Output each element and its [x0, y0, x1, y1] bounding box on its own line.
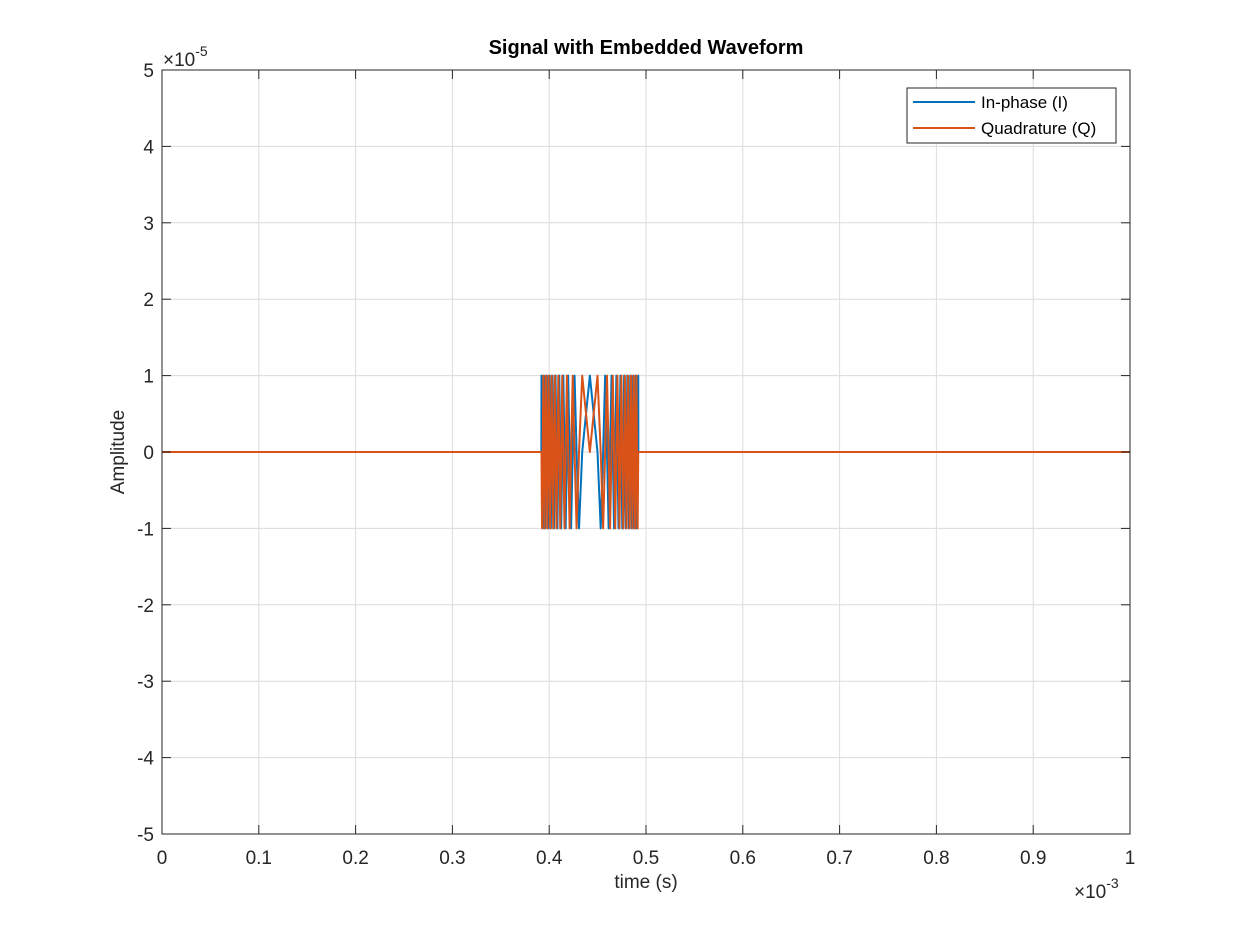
y-multiplier: ×10-5 [163, 43, 208, 71]
x-tick-label: 0.4 [536, 848, 563, 869]
y-tick-label: 0 [143, 443, 154, 464]
legend: In-phase (I) Quadrature (Q) [906, 87, 1117, 144]
legend-box [906, 87, 1117, 144]
y-axis-label: Amplitude [108, 410, 129, 495]
x-tick-label: 0 [157, 848, 168, 869]
x-tick-label: 0.7 [826, 848, 852, 869]
x-tick-label: 1 [1125, 848, 1136, 869]
y-tick-label: 1 [143, 367, 154, 388]
legend-label: Quadrature (Q) [981, 119, 1096, 138]
x-axis-label: time (s) [614, 872, 677, 893]
x-multiplier-base: ×10 [1074, 882, 1106, 903]
y-tick-label: -1 [137, 519, 154, 540]
y-multiplier-base: ×10 [163, 50, 195, 71]
ticks: 0 0.1 0.2 0.3 0.4 0.5 0.6 0.7 0.8 0.9 1 -5 -4 -3 -2 -1 0… [137, 61, 1135, 869]
series-line [162, 374, 1130, 530]
y-tick-label: 4 [143, 137, 154, 158]
x-tick-label: 0.1 [246, 848, 272, 869]
x-tick-label: 0.8 [923, 848, 949, 869]
x-tick-label: 0.5 [633, 848, 659, 869]
y-tick-label: 3 [143, 214, 154, 235]
legend-label: In-phase (I) [981, 93, 1068, 112]
x-tick-label: 0.3 [439, 848, 465, 869]
x-tick-label: 0.2 [342, 848, 368, 869]
x-tick-label: 0.9 [1020, 848, 1046, 869]
chart-title: Signal with Embedded Waveform [489, 37, 804, 59]
plot-lines [162, 374, 1130, 530]
x-multiplier: ×10-3 [1074, 875, 1119, 903]
y-tick-label: 5 [143, 61, 154, 82]
x-multiplier-exponent: -3 [1106, 875, 1119, 891]
y-tick-label: 2 [143, 290, 154, 311]
y-tick-label: -5 [137, 825, 154, 846]
y-tick-label: -3 [137, 672, 154, 693]
y-tick-label: -2 [137, 596, 154, 617]
y-multiplier-exponent: -5 [195, 43, 208, 59]
x-tick-label: 0.6 [730, 848, 756, 869]
y-tick-label: -4 [137, 749, 154, 770]
